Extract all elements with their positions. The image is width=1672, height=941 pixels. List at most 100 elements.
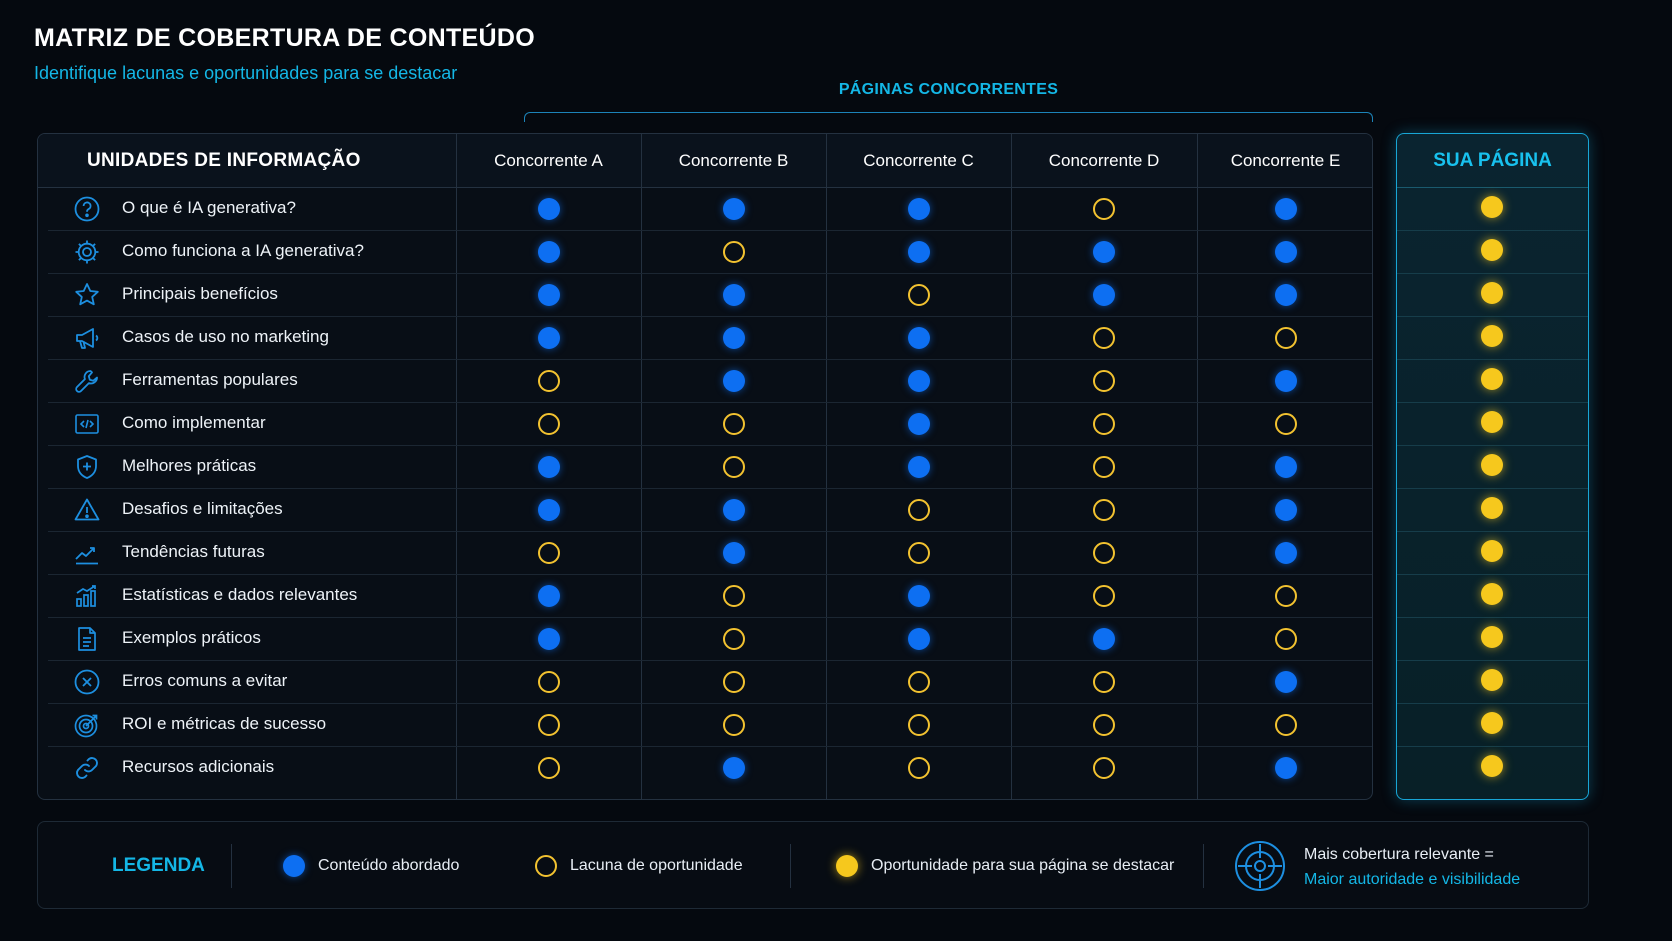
row-separator (1397, 316, 1588, 317)
covered-dot (722, 283, 745, 306)
shield-icon (73, 453, 101, 481)
covered-dot (1274, 369, 1297, 392)
covered-dot (722, 541, 745, 564)
gap-dot (722, 584, 745, 607)
gap-dot (1093, 369, 1115, 392)
gap-dot (1093, 412, 1115, 435)
covered-dot (537, 326, 560, 349)
matrix-header-row (38, 134, 1372, 188)
trend-icon (73, 539, 101, 567)
info-unit-label: Como implementar (122, 412, 266, 432)
row-separator (48, 488, 1372, 489)
row-separator (1397, 617, 1588, 618)
row-separator (48, 531, 1372, 532)
legend-item-covered: Conteúdo abordado (283, 822, 459, 910)
page-title: MATRIZ DE COBERTURA DE CONTEÚDO (34, 24, 535, 52)
row-separator (1397, 488, 1588, 489)
competitor-header: Concorrente A (494, 151, 603, 170)
info-unit-label: Desafios e limitações (122, 498, 283, 518)
row-separator (48, 359, 1372, 360)
info-unit-label: Erros comuns a evitar (122, 670, 288, 690)
opportunity-dot (1481, 411, 1503, 433)
row-separator (1397, 746, 1588, 747)
info-unit-label: Estatísticas e dados relevantes (122, 584, 358, 604)
opportunity-dot (1481, 540, 1503, 562)
gap-dot (1093, 498, 1115, 521)
gap-dot (1093, 541, 1115, 564)
legend-separator (790, 844, 791, 888)
legend-dot-gap (535, 855, 557, 877)
info-unit-label: Ferramentas populares (122, 369, 298, 389)
your-page-header: SUA PÁGINA (1397, 134, 1588, 188)
question-icon (73, 195, 101, 223)
covered-dot (1093, 627, 1115, 650)
legend-item-gap: Lacuna de oportunidade (535, 822, 743, 910)
row-separator (48, 703, 1372, 704)
megaphone-icon (73, 324, 101, 352)
covered-dot (1274, 197, 1297, 220)
gap-dot (537, 369, 560, 392)
gear-icon (73, 238, 101, 266)
opportunity-dot (1481, 368, 1503, 390)
row-separator (1397, 574, 1588, 575)
covered-dot (537, 584, 560, 607)
covered-dot (1274, 283, 1297, 306)
link-icon (73, 754, 101, 782)
gap-dot (537, 541, 560, 564)
row-separator (48, 316, 1372, 317)
info-unit-label: Casos de uso no marketing (122, 326, 329, 346)
legend: LEGENDA Conteúdo abordado Lacuna de opor… (37, 821, 1589, 909)
gap-dot (1093, 670, 1115, 693)
legend-note-line2: Maior autoridade e visibilidade (1304, 871, 1521, 888)
gap-dot (1274, 412, 1297, 435)
your-page-column: SUA PÁGINA (1396, 133, 1589, 800)
info-unit-label: ROI e métricas de sucesso (122, 713, 327, 733)
row-separator (1397, 660, 1588, 661)
star-icon (73, 281, 101, 309)
covered-dot (1093, 283, 1115, 306)
opportunity-dot (1481, 497, 1503, 519)
covered-dot (1274, 240, 1297, 263)
competitor-header: Concorrente E (1230, 151, 1341, 170)
opportunity-dot (1481, 626, 1503, 648)
opportunity-dot (1481, 583, 1503, 605)
covered-dot (722, 197, 745, 220)
bar-chart-icon (73, 582, 101, 610)
covered-dot (1274, 455, 1297, 478)
competitor-header: Concorrente B (678, 151, 789, 170)
row-separator (1397, 703, 1588, 704)
covered-dot (907, 369, 930, 392)
gap-dot (537, 412, 560, 435)
covered-dot (722, 498, 745, 521)
covered-dot (1093, 240, 1115, 263)
info-unit-label: Melhores práticas (122, 455, 257, 475)
column-separator (826, 134, 827, 799)
gap-dot (1093, 455, 1115, 478)
opportunity-dot (1481, 712, 1503, 734)
gap-dot (722, 455, 745, 478)
gap-dot (722, 670, 745, 693)
covered-dot (1274, 670, 1297, 693)
gap-dot (722, 412, 745, 435)
gap-dot (907, 713, 930, 736)
row-separator (48, 230, 1372, 231)
row-separator (1397, 273, 1588, 274)
row-separator (48, 574, 1372, 575)
row-separator (48, 445, 1372, 446)
column-separator (1197, 134, 1198, 799)
gap-dot (907, 756, 930, 779)
row-separator (1397, 359, 1588, 360)
row-separator (1397, 531, 1588, 532)
info-unit-label: Principais benefícios (122, 283, 278, 303)
covered-dot (907, 197, 930, 220)
legend-separator (1203, 844, 1204, 888)
warning-icon (73, 496, 101, 524)
legend-dot-opportunity (836, 855, 858, 877)
covered-dot (1274, 756, 1297, 779)
page-subtitle: Identifique lacunas e oportunidades para… (34, 63, 458, 83)
crosshair-icon (1234, 840, 1286, 892)
legend-dot-covered (283, 855, 305, 877)
gap-dot (722, 627, 745, 650)
covered-dot (537, 197, 560, 220)
gap-dot (907, 283, 930, 306)
